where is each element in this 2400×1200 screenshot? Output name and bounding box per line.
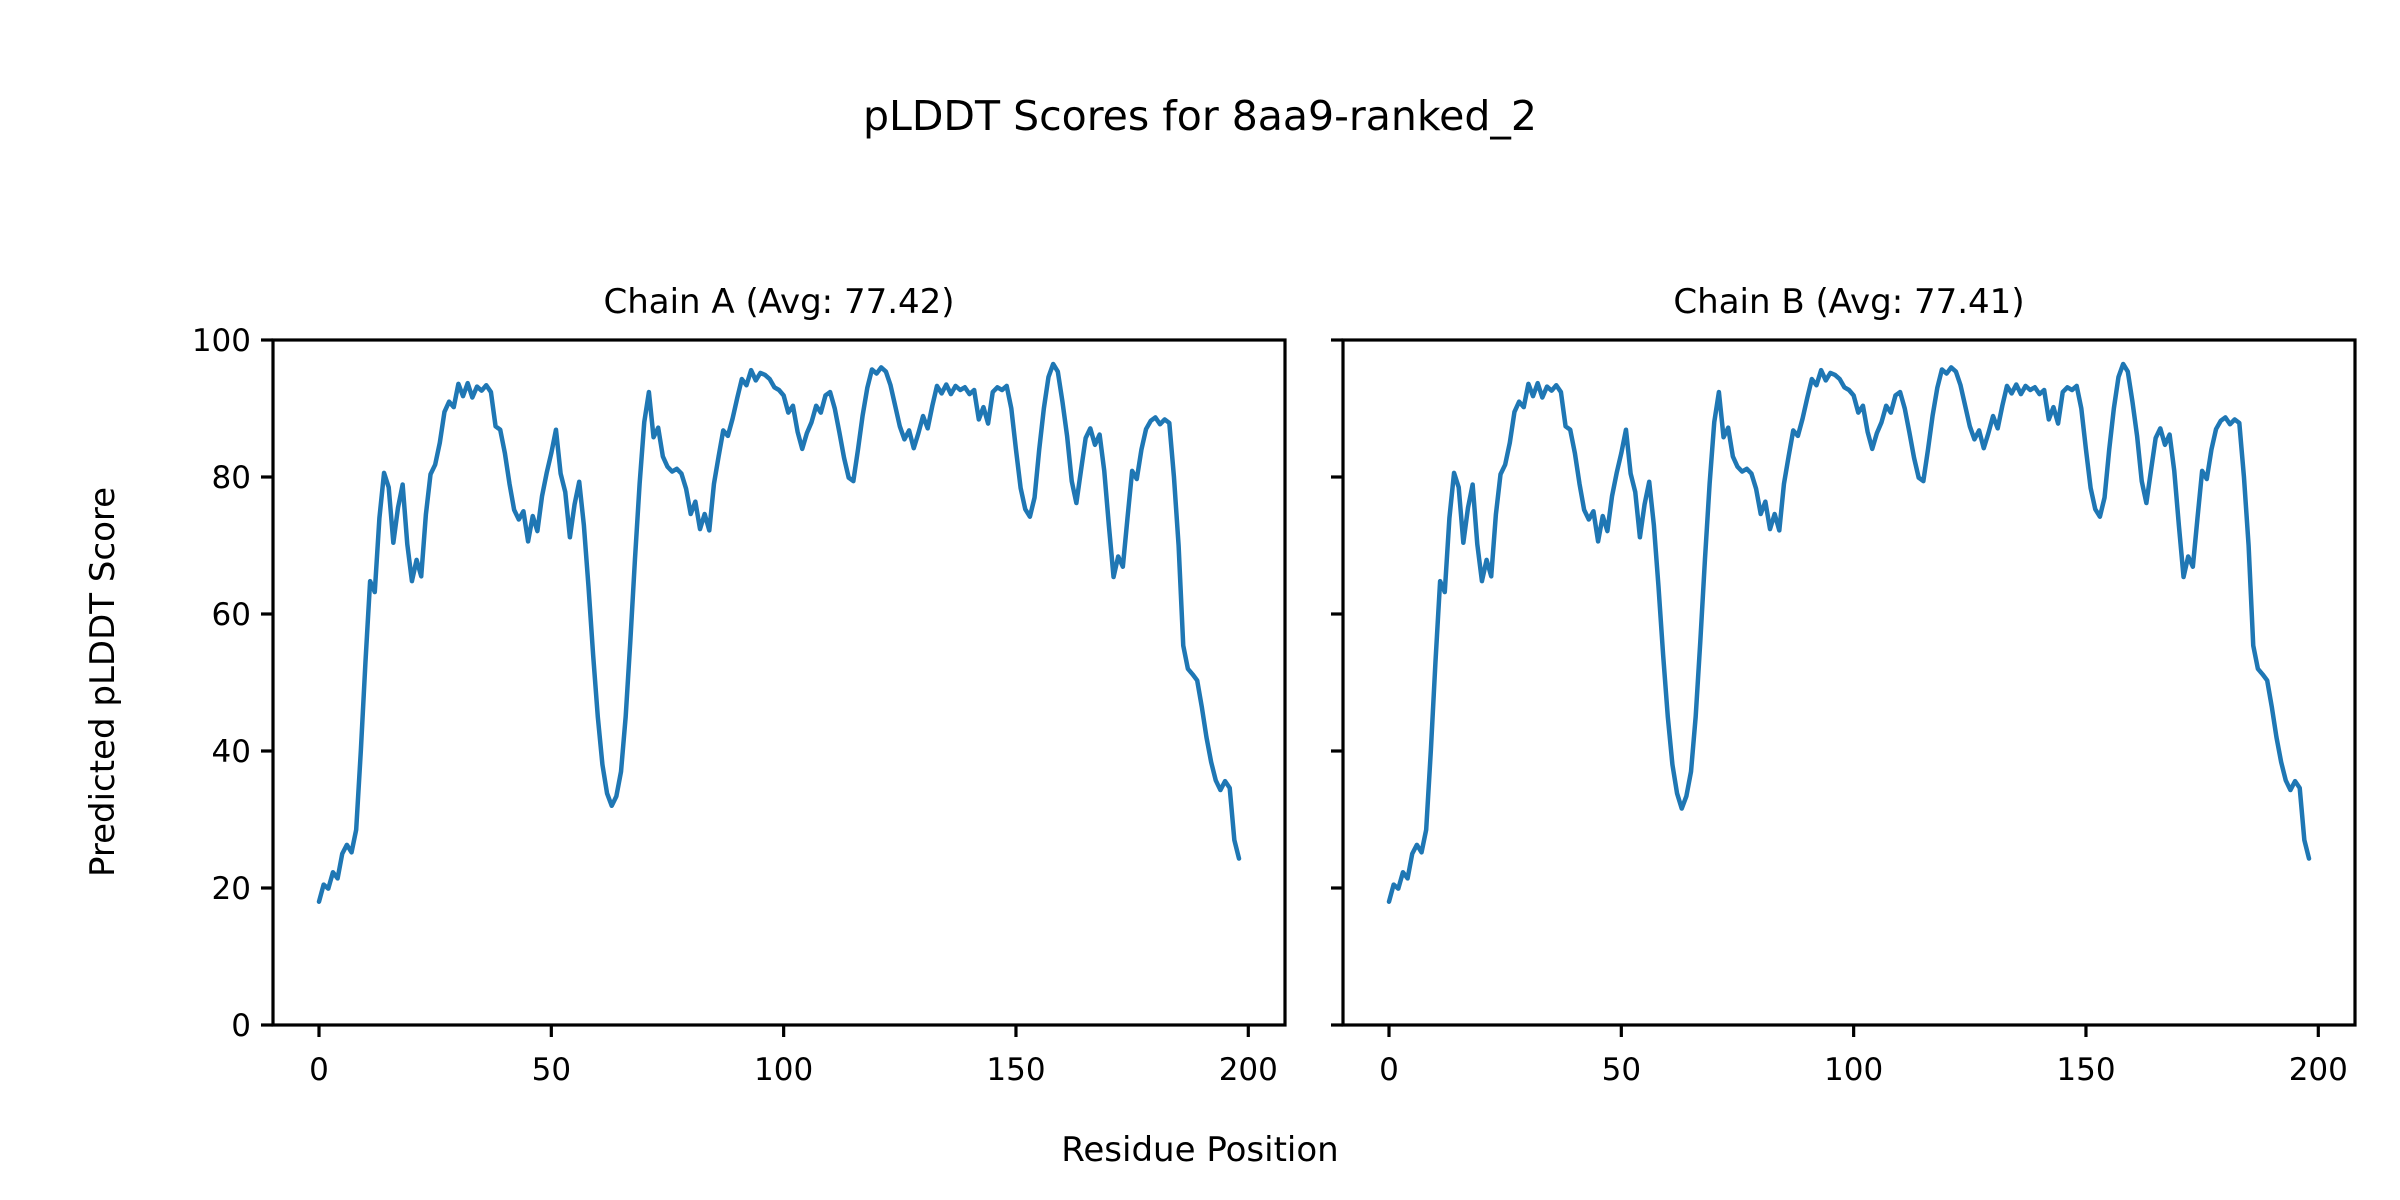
y-tick-label: 40 [212, 734, 251, 770]
chain-b-plot: 0 50 100 150 200 [1331, 338, 2357, 1088]
y-tick-label: 20 [212, 871, 251, 907]
x-axis-label: Residue Position [1061, 1130, 1339, 1170]
x-tick-label: 50 [1602, 1052, 1641, 1088]
axes-frame [271, 338, 1287, 1027]
x-tick-label: 150 [986, 1052, 1045, 1088]
chain-b-title: Chain B (Avg: 77.41) [1673, 282, 2025, 322]
x-tick-label: 0 [1379, 1052, 1399, 1088]
y-tick-label: 0 [231, 1008, 251, 1044]
y-tick-label: 80 [212, 460, 251, 496]
y-tick-label: 100 [192, 323, 251, 359]
chain-a-title: Chain A (Avg: 77.42) [603, 282, 955, 322]
x-tick-label: 200 [1219, 1052, 1278, 1088]
x-tick-label: 50 [532, 1052, 571, 1088]
axes-frame [1341, 338, 2357, 1027]
x-tick-label: 100 [754, 1052, 813, 1088]
figure-suptitle: pLDDT Scores for 8aa9-ranked_2 [862, 92, 1538, 140]
x-tick-label: 150 [2056, 1052, 2115, 1088]
y-tick-label: 60 [212, 597, 251, 633]
x-tick-label: 100 [1824, 1052, 1883, 1088]
plddt-line-chain-a [316, 361, 1242, 904]
chain-a-plot: 0 50 100 150 200 0 20 40 60 80 100 [192, 323, 1287, 1088]
plddt-line-chain-b [1386, 361, 2312, 904]
x-tick-label: 200 [2289, 1052, 2348, 1088]
x-tick-label: 0 [309, 1052, 329, 1088]
